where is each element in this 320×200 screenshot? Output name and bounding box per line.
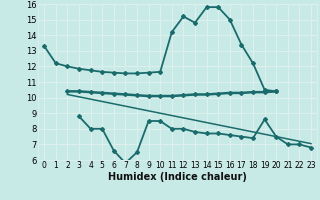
X-axis label: Humidex (Indice chaleur): Humidex (Indice chaleur)	[108, 172, 247, 182]
